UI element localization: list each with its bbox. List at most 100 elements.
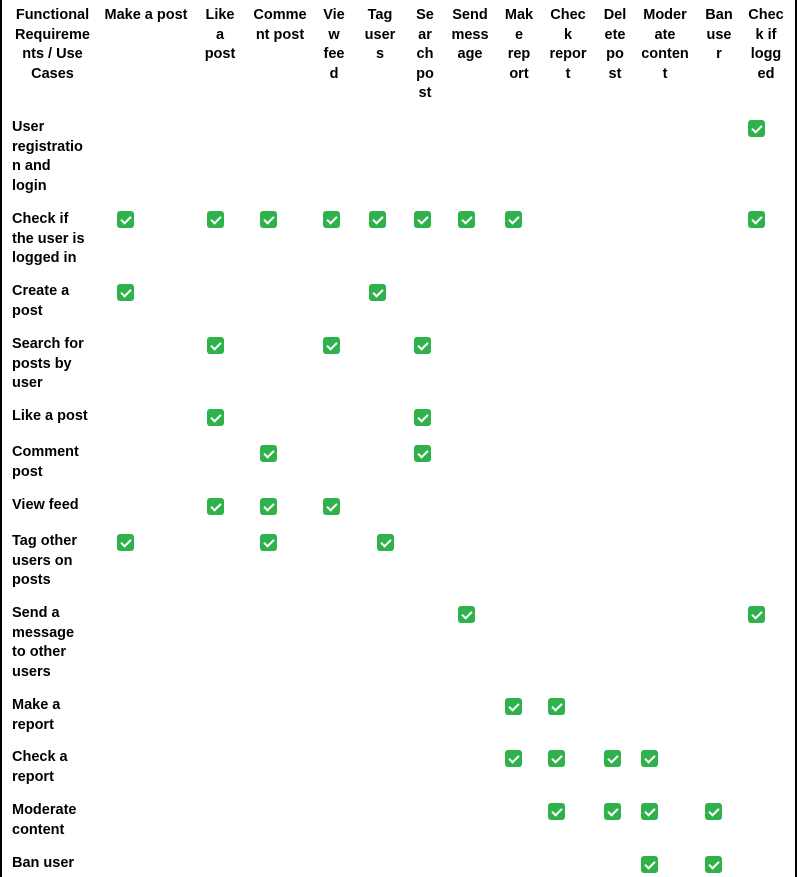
text-line: posts	[12, 572, 51, 589]
text-line: e	[514, 26, 524, 43]
text-line: View feed	[12, 497, 79, 513]
text-line: users on	[12, 552, 73, 569]
text-line: report	[12, 768, 54, 785]
text-line: nt post	[255, 26, 305, 43]
text-line: Make a	[12, 697, 61, 713]
row-label: Search for posts by user	[12, 335, 96, 394]
text-line: repor	[549, 46, 587, 63]
check-mark-icon	[458, 606, 475, 623]
column-header: Moder ate conten t	[637, 6, 693, 84]
column-header: Send mess age	[447, 6, 493, 65]
text-line: Tag other	[12, 533, 77, 549]
corner-header: Functional Requireme nts / Use Cases	[10, 6, 95, 84]
row-label: User registratio n and login	[12, 118, 96, 196]
column-header: Se ar ch po st	[407, 6, 443, 104]
text-line: use	[706, 26, 732, 43]
text-line: ed	[757, 65, 775, 82]
row-label: Tag other users on posts	[12, 532, 96, 591]
check-mark-icon	[260, 498, 277, 515]
text-line: conten	[641, 46, 689, 63]
check-mark-icon	[604, 750, 621, 767]
text-line: Moderate	[12, 802, 77, 818]
check-mark-icon	[641, 750, 658, 767]
check-mark-icon	[505, 750, 522, 767]
check-mark-icon	[207, 211, 224, 228]
column-header: Vie w fee d	[314, 6, 354, 84]
check-mark-icon	[641, 856, 658, 873]
text-line: registratio	[12, 138, 83, 155]
text-line: ch	[416, 46, 434, 63]
row-label: Comment post	[12, 443, 96, 482]
column-header: Mak e rep ort	[499, 6, 539, 84]
text-line: ort	[509, 65, 529, 82]
text-line: rep	[507, 46, 531, 63]
text-line: ar	[418, 26, 432, 43]
column-header: Tag user s	[358, 6, 402, 65]
text-line: post	[12, 463, 43, 480]
column-header: Chec k if logg ed	[744, 6, 788, 84]
text-line: report	[12, 716, 54, 733]
text-line: ate	[654, 26, 676, 43]
text-line: po	[606, 46, 624, 63]
check-mark-icon	[548, 750, 565, 767]
check-mark-icon	[641, 803, 658, 820]
column-header: Comme nt post	[251, 6, 309, 45]
column-header: Like a post	[195, 6, 245, 65]
text-line: r	[716, 46, 722, 63]
text-line: st	[418, 85, 432, 102]
text-line: Vie	[323, 7, 345, 23]
text-line: Ban user	[12, 855, 75, 871]
row-label: Send a message to other users	[12, 604, 96, 682]
row-label: Moderate content	[12, 801, 96, 840]
check-mark-icon	[458, 211, 475, 228]
check-mark-icon	[369, 284, 386, 301]
row-label: View feed	[12, 496, 96, 516]
check-mark-icon	[414, 409, 431, 426]
check-mark-icon	[705, 856, 722, 873]
check-mark-icon	[748, 211, 765, 228]
text-line: ete	[604, 26, 626, 43]
text-line: login	[12, 177, 47, 194]
text-line: Moder	[643, 7, 687, 23]
text-line: logg	[750, 46, 782, 63]
text-line: Tag	[367, 7, 393, 23]
check-mark-icon	[207, 498, 224, 515]
check-mark-icon	[207, 337, 224, 354]
check-mark-icon	[323, 498, 340, 515]
check-mark-icon	[117, 284, 134, 301]
check-mark-icon	[748, 606, 765, 623]
check-mark-icon	[414, 445, 431, 462]
text-line: user	[364, 26, 396, 43]
check-mark-icon	[414, 211, 431, 228]
check-mark-icon	[705, 803, 722, 820]
text-line: Chec	[748, 7, 784, 23]
text-line: t	[565, 65, 571, 82]
text-line: k	[563, 26, 573, 43]
text-line: Make a post	[104, 7, 188, 23]
row-label: Ban user	[12, 854, 96, 874]
row-label: Check a report	[12, 748, 96, 787]
check-mark-icon	[207, 409, 224, 426]
text-line: nts / Use	[22, 46, 83, 63]
text-line: po	[416, 65, 434, 82]
text-line: a	[215, 26, 225, 43]
text-line: Search for	[12, 336, 84, 352]
column-header: Make a post	[100, 6, 192, 26]
check-mark-icon	[260, 211, 277, 228]
text-line: Comment	[12, 444, 79, 460]
check-mark-icon	[117, 211, 134, 228]
row-label: Like a post	[12, 407, 96, 427]
text-line: content	[12, 821, 65, 838]
text-line: w	[328, 26, 340, 43]
text-line: Ban	[705, 7, 733, 23]
text-line: mess	[451, 26, 489, 43]
text-line: Create a	[12, 283, 70, 299]
row-label: Make a report	[12, 696, 96, 735]
column-header: Del ete po st	[595, 6, 635, 84]
text-line: Send a	[12, 605, 60, 621]
text-line: Cases	[31, 65, 74, 82]
check-mark-icon	[548, 698, 565, 715]
check-mark-icon	[414, 337, 431, 354]
column-header: Chec k repor t	[544, 6, 592, 84]
